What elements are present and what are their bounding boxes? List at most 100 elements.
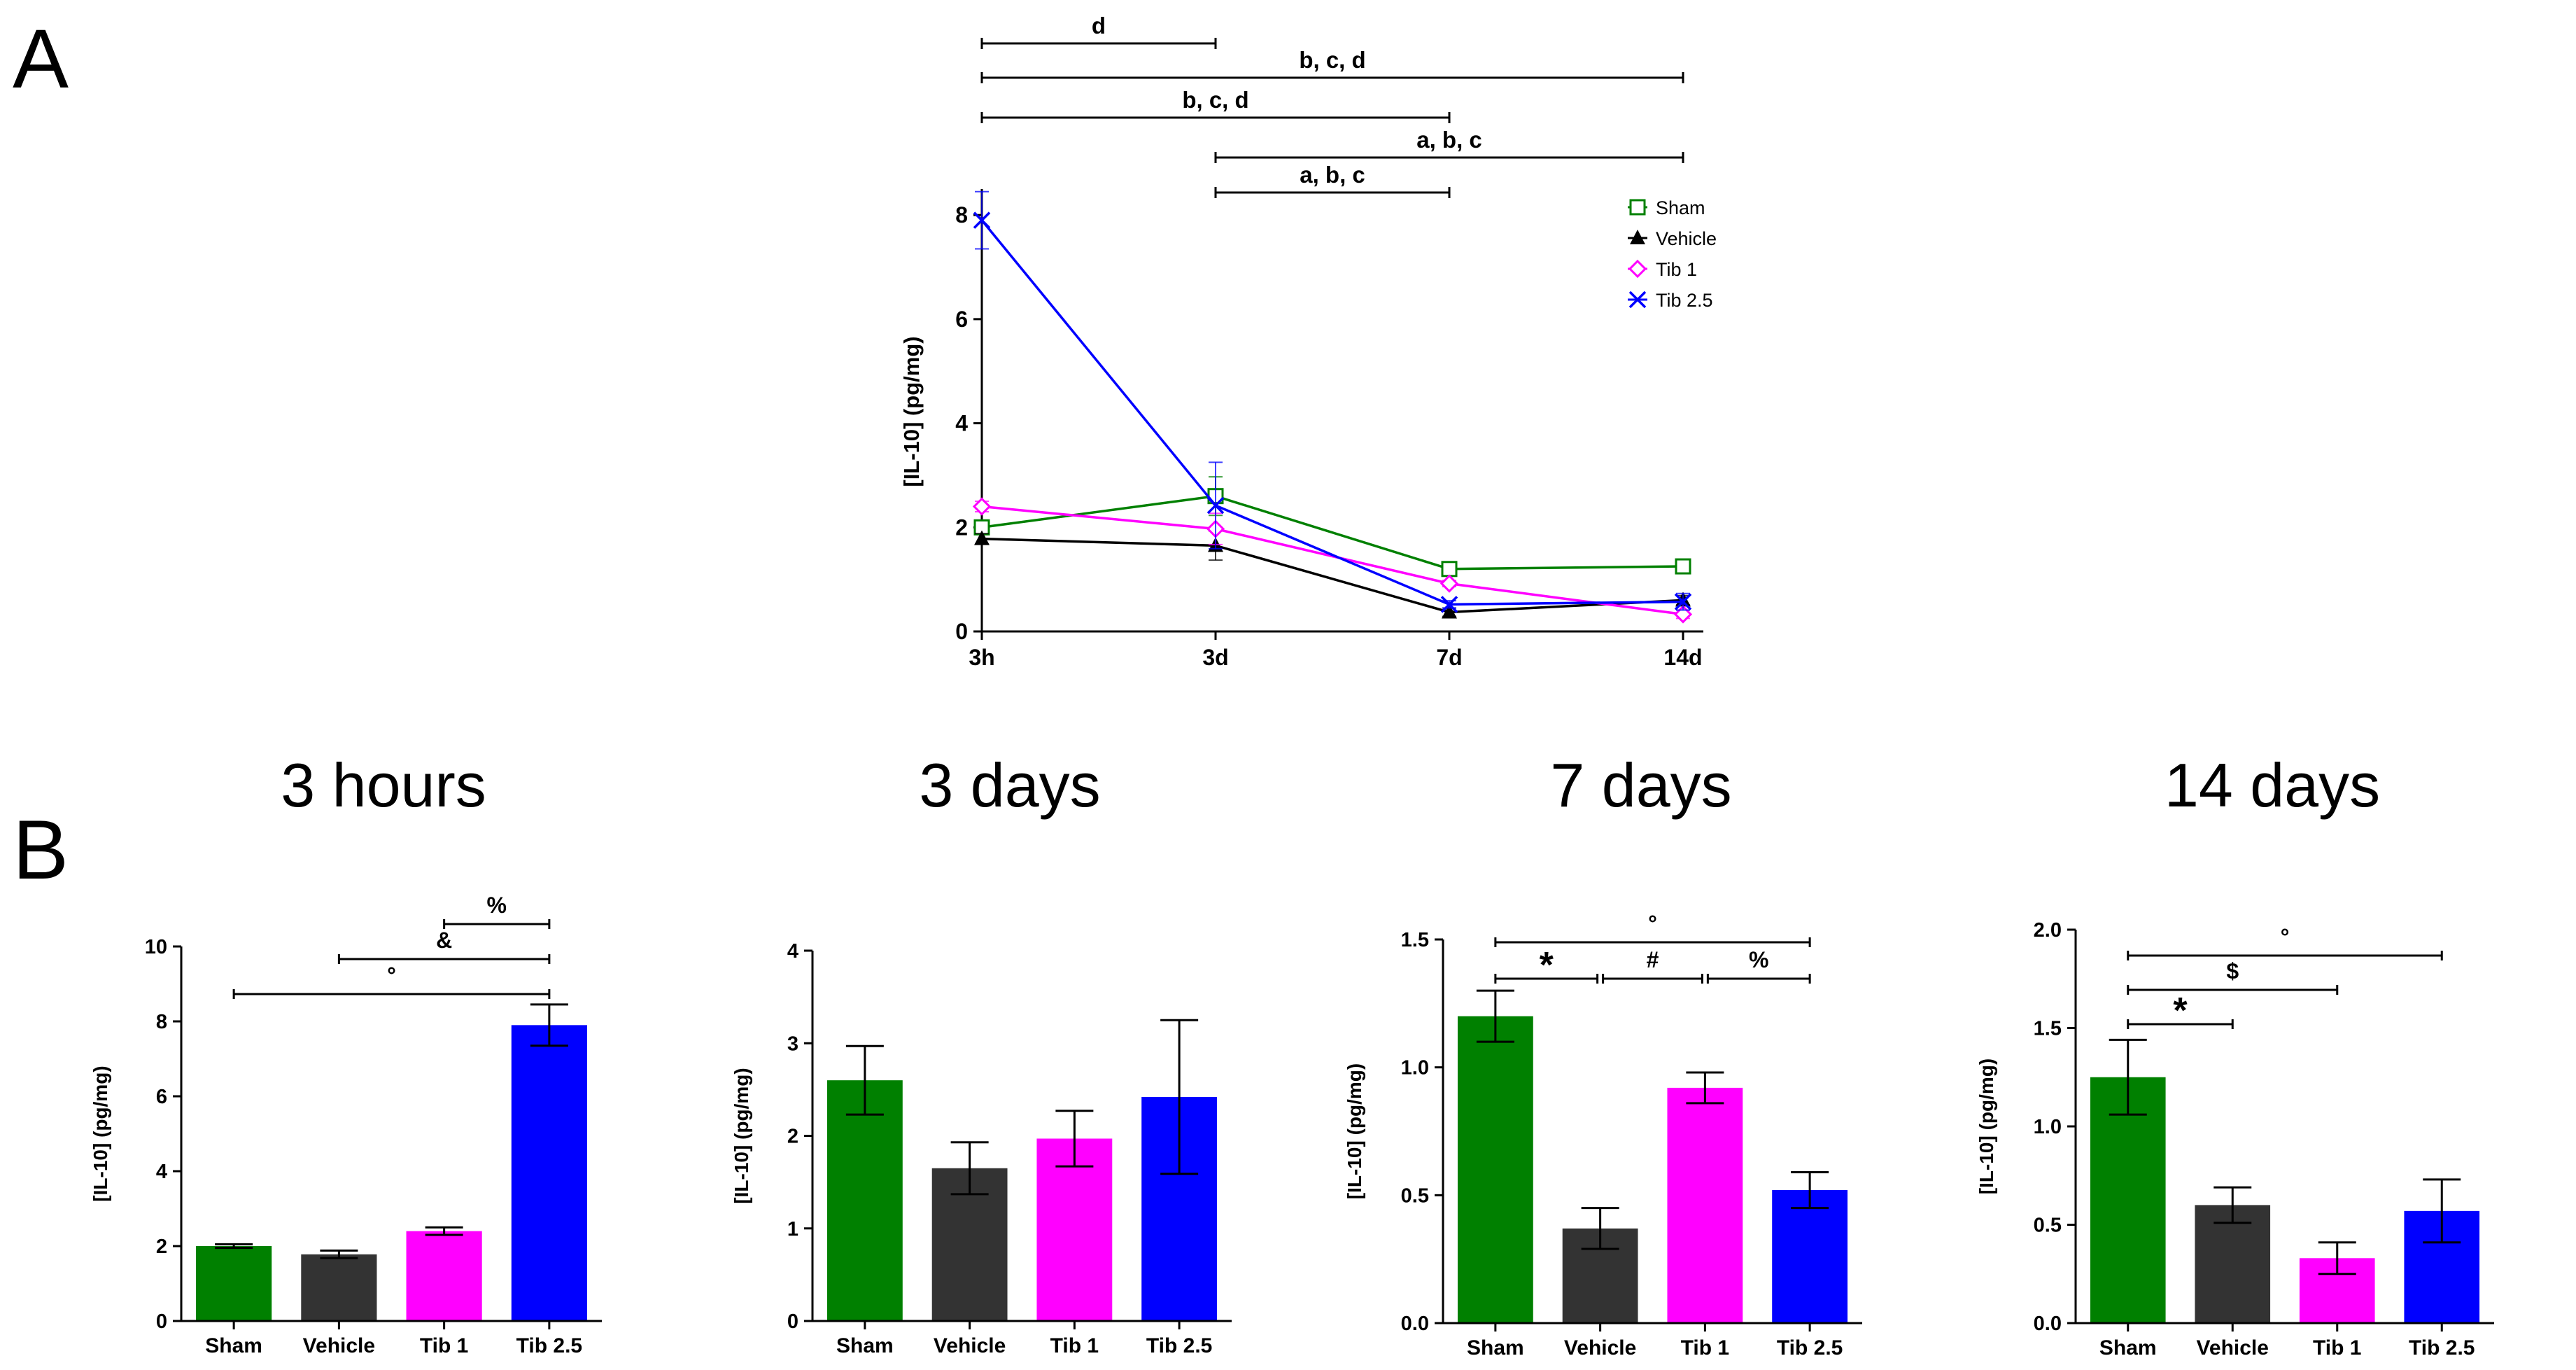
x-tick-label: Tib 2.5 bbox=[1777, 1336, 1843, 1359]
significance-label: b, c, d bbox=[1299, 47, 1365, 73]
y-axis-label: [IL-10] (pg/mg) bbox=[1976, 1058, 1997, 1194]
significance-label: ° bbox=[2281, 924, 2290, 949]
y-tick-label: 1.5 bbox=[2034, 1018, 2062, 1040]
x-tick-label: Tib 1 bbox=[420, 1334, 468, 1357]
y-tick-label: 1 bbox=[787, 1218, 798, 1240]
chart-title: 7 days bbox=[1550, 750, 1731, 820]
chart-title: 3 hours bbox=[281, 750, 486, 820]
data-point bbox=[1442, 603, 1457, 619]
x-tick-label: Sham bbox=[1467, 1336, 1524, 1359]
y-tick-label: 4 bbox=[955, 411, 968, 436]
y-tick-label: 4 bbox=[156, 1161, 167, 1183]
significance-label: % bbox=[487, 893, 507, 918]
y-tick-label: 0 bbox=[787, 1310, 798, 1333]
y-tick-label: 0.0 bbox=[2034, 1313, 2062, 1335]
significance-label: % bbox=[1749, 947, 1768, 972]
x-tick-label: Vehicle bbox=[2197, 1336, 2269, 1359]
x-tick-label: 7d bbox=[1436, 645, 1462, 670]
bar-sham bbox=[196, 1246, 272, 1321]
y-axis-label: [IL-10] (pg/mg) bbox=[1344, 1063, 1365, 1199]
y-tick-label: 0 bbox=[955, 619, 968, 644]
legend-entry: Sham bbox=[1656, 197, 1705, 218]
data-point bbox=[1675, 558, 1691, 575]
bar-chart-14-days: 14 days 0.0 0.5 1.0 1.5 2.0 Sham Vehicle Tib 1 Ti… bbox=[1976, 750, 2494, 1359]
significance-label: & bbox=[436, 928, 452, 953]
data-point bbox=[1440, 596, 1458, 613]
bar-vehicle bbox=[301, 1254, 377, 1321]
y-tick-label: 2 bbox=[156, 1236, 167, 1258]
x-tick-label: Tib 2.5 bbox=[1146, 1334, 1212, 1357]
data-point bbox=[972, 497, 992, 516]
data-point bbox=[973, 211, 991, 229]
bar-tib-2-5 bbox=[511, 1025, 587, 1321]
y-tick-label: 2 bbox=[955, 515, 968, 540]
significance-label: ° bbox=[1648, 911, 1657, 936]
significance-label: d bbox=[1092, 13, 1106, 39]
x-tick-label: Tib 2.5 bbox=[516, 1334, 582, 1357]
y-tick-label: 0.0 bbox=[1401, 1313, 1429, 1335]
x-tick-label: 3h bbox=[969, 645, 994, 670]
x-tick-label: Tib 2.5 bbox=[2409, 1336, 2475, 1359]
y-axis-label: [IL-10] (pg/mg) bbox=[899, 336, 924, 487]
significance-label: * bbox=[1540, 945, 1554, 986]
y-tick-label: 10 bbox=[145, 936, 167, 958]
significance-label: * bbox=[2173, 991, 2188, 1031]
bar-sham bbox=[826, 1080, 903, 1321]
data-point bbox=[1440, 574, 1459, 593]
x-tick-label: Sham bbox=[2099, 1336, 2157, 1359]
x-tick-label: Tib 1 bbox=[1050, 1334, 1099, 1357]
series-line-tib-1 bbox=[981, 505, 1684, 616]
x-tick-label: Vehicle bbox=[1564, 1336, 1636, 1359]
y-tick-label: 4 bbox=[787, 940, 798, 963]
bar-sham bbox=[2090, 1077, 2166, 1323]
chart-title: 14 days bbox=[2165, 750, 2380, 820]
y-tick-label: 1.5 bbox=[1401, 929, 1429, 951]
y-tick-label: 0 bbox=[156, 1310, 167, 1333]
significance-label: a, b, c bbox=[1416, 127, 1482, 153]
significance-label: ° bbox=[387, 963, 396, 988]
x-tick-label: Tib 1 bbox=[1681, 1336, 1729, 1359]
x-tick-label: Vehicle bbox=[934, 1334, 1006, 1357]
x-tick-label: Tib 1 bbox=[2313, 1336, 2361, 1359]
series-vehicle bbox=[974, 530, 1691, 619]
data-point bbox=[1206, 496, 1225, 515]
y-tick-label: 6 bbox=[955, 307, 968, 332]
x-tick-label: Sham bbox=[836, 1334, 894, 1357]
x-tick-label: Vehicle bbox=[303, 1334, 375, 1357]
bar-chart-3-hours: 3 hours 0 2 4 6 8 10 Sham Vehicle Tib 1 Tib 2.5 [IL… bbox=[90, 750, 602, 1357]
legend-marker bbox=[1629, 199, 1646, 216]
line-chart-a: 0 2 4 6 8 3h 3d 7d 14d [IL-10] (pg/mg) Sham Vehicle… bbox=[899, 13, 1717, 670]
y-tick-label: 1.0 bbox=[2034, 1116, 2062, 1138]
panel-label-b: B bbox=[13, 803, 69, 897]
panel-label-a: A bbox=[13, 12, 69, 106]
legend-marker bbox=[1630, 230, 1645, 244]
bar-vehicle bbox=[2195, 1205, 2271, 1323]
x-tick-label: 3d bbox=[1202, 645, 1228, 670]
series-line-vehicle bbox=[981, 537, 1684, 614]
data-point bbox=[1441, 561, 1458, 578]
y-tick-label: 3 bbox=[787, 1033, 798, 1055]
bar-tib-1 bbox=[1667, 1087, 1743, 1323]
series-line-sham bbox=[981, 494, 1684, 571]
legend-marker bbox=[1628, 291, 1647, 309]
bar-chart-3-days: 3 days 0 1 2 3 4 Sham Vehicle Tib 1 Tib 2.5 [IL-10… bbox=[731, 750, 1232, 1357]
y-tick-label: 6 bbox=[156, 1086, 167, 1108]
y-tick-label: 0.5 bbox=[2034, 1215, 2062, 1237]
y-axis-label: [IL-10] (pg/mg) bbox=[90, 1065, 111, 1201]
bar-sham bbox=[1457, 1016, 1533, 1323]
y-axis-label: [IL-10] (pg/mg) bbox=[731, 1068, 752, 1203]
x-tick-label: Sham bbox=[205, 1334, 262, 1357]
x-tick-label: 14d bbox=[1663, 645, 1702, 670]
y-tick-label: 8 bbox=[955, 202, 968, 228]
bar-tib-1 bbox=[406, 1231, 482, 1321]
y-tick-label: 2.0 bbox=[2034, 919, 2062, 942]
legend-marker bbox=[1628, 259, 1647, 279]
y-tick-label: 0.5 bbox=[1401, 1184, 1429, 1207]
significance-label: # bbox=[1647, 947, 1659, 972]
significance-label: $ bbox=[2226, 958, 2239, 984]
significance-label: b, c, d bbox=[1182, 87, 1248, 113]
series-sham bbox=[973, 476, 1691, 578]
series-tib-2-5 bbox=[973, 190, 1692, 613]
y-tick-label: 1.0 bbox=[1401, 1057, 1429, 1079]
